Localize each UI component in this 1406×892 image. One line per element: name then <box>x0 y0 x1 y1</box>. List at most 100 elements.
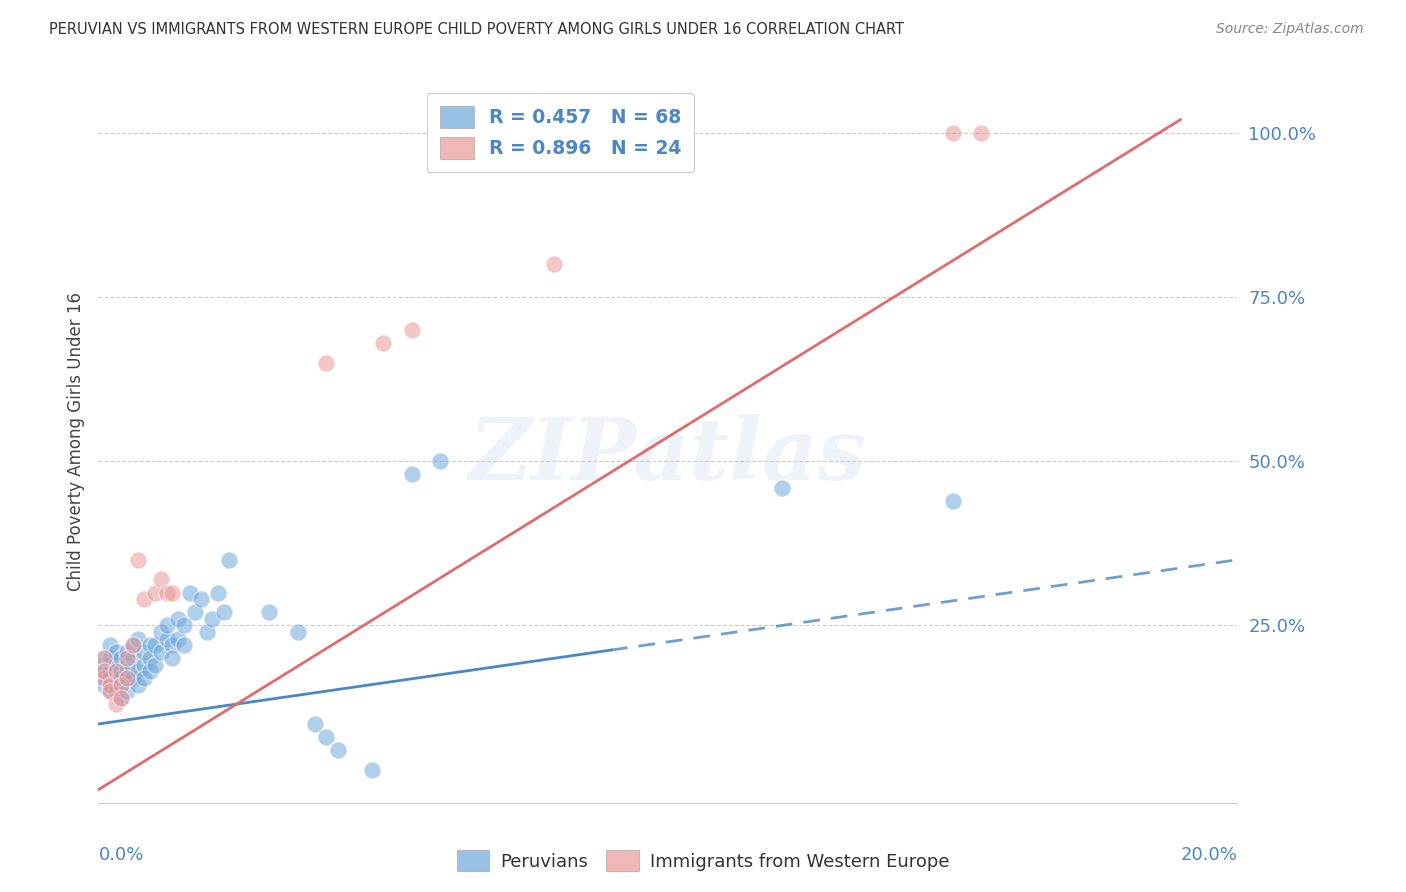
Text: Source: ZipAtlas.com: Source: ZipAtlas.com <box>1216 22 1364 37</box>
Point <box>104 698 127 712</box>
Point <box>138 638 160 652</box>
Point <box>93 671 115 685</box>
Point <box>138 651 160 665</box>
Point <box>104 684 127 698</box>
Point <box>401 467 423 482</box>
Point <box>104 671 127 685</box>
Point <box>218 553 240 567</box>
Point <box>98 638 121 652</box>
Text: 20.0%: 20.0% <box>1181 847 1237 864</box>
Point <box>145 585 167 599</box>
Point <box>98 665 121 679</box>
Point <box>201 612 224 626</box>
Point <box>127 665 149 679</box>
Point <box>110 690 132 705</box>
Point <box>315 356 337 370</box>
Point <box>93 665 115 679</box>
Point <box>150 625 173 640</box>
Point <box>138 665 160 679</box>
Point <box>121 651 143 665</box>
Point <box>110 690 132 705</box>
Point <box>98 671 121 685</box>
Point <box>156 585 179 599</box>
Text: ZIPatlas: ZIPatlas <box>468 414 868 498</box>
Point <box>162 638 184 652</box>
Point <box>121 671 143 685</box>
Point <box>110 651 132 665</box>
Y-axis label: Child Poverty Among Girls Under 16: Child Poverty Among Girls Under 16 <box>66 292 84 591</box>
Point <box>770 481 793 495</box>
Point <box>93 657 115 672</box>
Point <box>162 585 184 599</box>
Point <box>104 645 127 659</box>
Point <box>150 573 173 587</box>
Point <box>121 638 143 652</box>
Point <box>145 657 167 672</box>
Point <box>93 651 115 665</box>
Point <box>315 730 337 744</box>
Point <box>127 553 149 567</box>
Point <box>98 677 121 691</box>
Point <box>326 743 349 757</box>
Point <box>132 657 155 672</box>
Point <box>104 677 127 691</box>
Text: 0.0%: 0.0% <box>98 847 143 864</box>
Point <box>360 763 382 777</box>
Point <box>401 323 423 337</box>
Point <box>115 684 138 698</box>
Legend: Peruvians, Immigrants from Western Europe: Peruvians, Immigrants from Western Europ… <box>450 843 956 879</box>
Text: PERUVIAN VS IMMIGRANTS FROM WESTERN EUROPE CHILD POVERTY AMONG GIRLS UNDER 16 CO: PERUVIAN VS IMMIGRANTS FROM WESTERN EURO… <box>49 22 904 37</box>
Point <box>93 677 115 691</box>
Point <box>98 677 121 691</box>
Point <box>98 684 121 698</box>
Point <box>259 605 281 619</box>
Point <box>156 632 179 646</box>
Point <box>179 585 201 599</box>
Point <box>167 632 190 646</box>
Point <box>93 671 115 685</box>
Point <box>115 651 138 665</box>
Point <box>942 493 965 508</box>
Point <box>207 585 229 599</box>
Point <box>98 651 121 665</box>
Point <box>145 638 167 652</box>
Point <box>110 677 132 691</box>
Point <box>543 257 565 271</box>
Point <box>173 638 195 652</box>
Point <box>212 605 235 619</box>
Point <box>115 645 138 659</box>
Point <box>184 605 207 619</box>
Point <box>115 657 138 672</box>
Point <box>93 665 115 679</box>
Point <box>304 717 326 731</box>
Point <box>195 625 218 640</box>
Point <box>93 651 115 665</box>
Point <box>970 126 993 140</box>
Point <box>132 645 155 659</box>
Point <box>115 665 138 679</box>
Point <box>115 671 138 685</box>
Point <box>162 651 184 665</box>
Point <box>429 454 451 468</box>
Point <box>110 671 132 685</box>
Point <box>287 625 309 640</box>
Point <box>167 612 190 626</box>
Point <box>110 665 132 679</box>
Point <box>104 657 127 672</box>
Point <box>150 645 173 659</box>
Point <box>104 665 127 679</box>
Point <box>373 336 395 351</box>
Point <box>190 592 212 607</box>
Point <box>132 592 155 607</box>
Point <box>98 684 121 698</box>
Point <box>156 618 179 632</box>
Point <box>127 677 149 691</box>
Point <box>110 677 132 691</box>
Legend: R = 0.457   N = 68, R = 0.896   N = 24: R = 0.457 N = 68, R = 0.896 N = 24 <box>426 94 695 172</box>
Point <box>132 671 155 685</box>
Point <box>942 126 965 140</box>
Point <box>121 638 143 652</box>
Point <box>173 618 195 632</box>
Point <box>115 671 138 685</box>
Point <box>127 632 149 646</box>
